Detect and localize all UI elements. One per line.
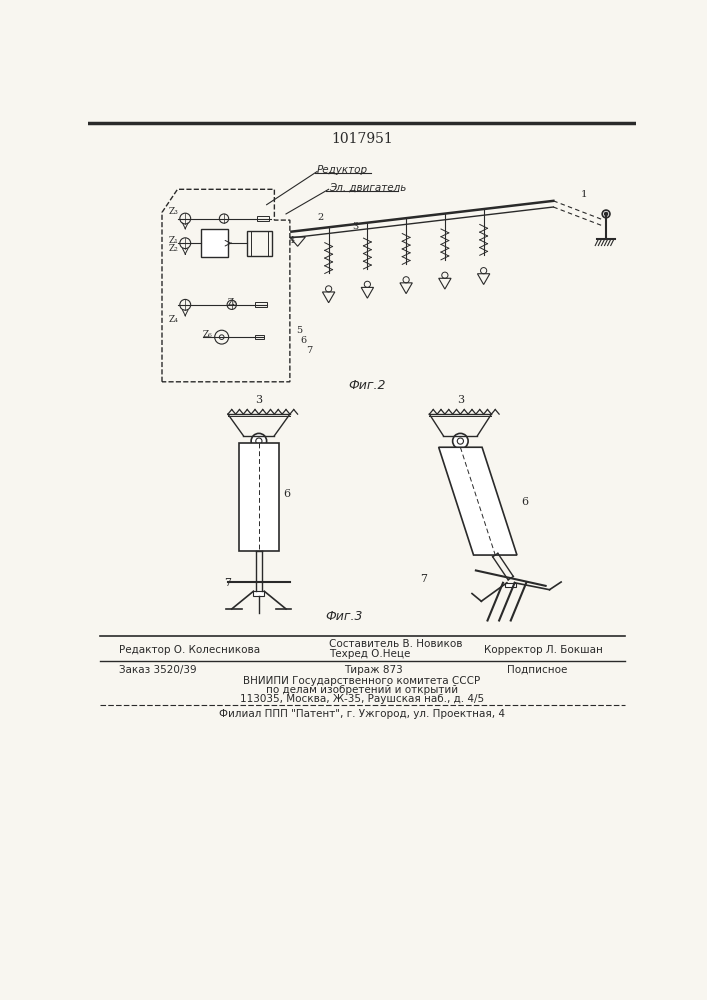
Text: 3: 3 [353, 222, 359, 231]
Text: Редуктор: Редуктор [317, 165, 368, 175]
Text: 3: 3 [255, 395, 262, 405]
Text: 4: 4 [288, 236, 295, 245]
Text: 113035, Москва, Ж-35, Раушская наб., д. 4/5: 113035, Москва, Ж-35, Раушская наб., д. … [240, 694, 484, 704]
Text: 6: 6 [300, 336, 307, 345]
Polygon shape [438, 447, 517, 555]
Bar [257, 216, 269, 221]
Text: Техред О.Неце: Техред О.Неце [329, 649, 410, 659]
Text: 2: 2 [317, 213, 324, 222]
Text: 7: 7 [306, 346, 312, 355]
Bar [247, 231, 272, 256]
Text: Филиал ППП "Патент", г. Ужгород, ул. Проектная, 4: Филиал ППП "Патент", г. Ужгород, ул. Про… [219, 709, 505, 719]
Text: Z₂: Z₂ [168, 244, 178, 253]
Text: 6: 6 [284, 489, 291, 499]
Text: Заказ 3520/39: Заказ 3520/39 [119, 665, 197, 675]
Bar [506, 583, 516, 587]
Bar [255, 335, 264, 339]
Text: Подписное: Подписное [507, 665, 567, 675]
Circle shape [256, 438, 262, 444]
Bar [255, 302, 267, 307]
Text: Z₆: Z₆ [203, 330, 213, 339]
Text: по делам изобретений и открытий: по делам изобретений и открытий [266, 685, 458, 695]
Text: Корректор Л. Бокшан: Корректор Л. Бокшан [484, 645, 602, 655]
Text: Фиг.2: Фиг.2 [349, 379, 386, 392]
Circle shape [251, 433, 267, 449]
Text: 7: 7 [224, 578, 231, 588]
Bar [239, 443, 279, 551]
Text: Составитель В. Новиков: Составитель В. Новиков [329, 639, 462, 649]
Text: Z₄: Z₄ [168, 315, 178, 324]
Text: 7: 7 [420, 574, 427, 584]
Circle shape [452, 433, 468, 449]
Text: 6: 6 [522, 497, 529, 507]
Text: 1: 1 [581, 190, 588, 199]
Text: Z₁: Z₁ [168, 236, 178, 245]
Circle shape [457, 438, 464, 444]
Text: Тираж 873: Тираж 873 [344, 665, 403, 675]
Text: 1017951: 1017951 [331, 132, 393, 146]
Text: Z₃: Z₃ [168, 207, 178, 216]
Circle shape [602, 210, 610, 218]
Text: Фиг.3: Фиг.3 [325, 610, 363, 623]
Circle shape [604, 212, 607, 215]
Text: Редактор О. Колесникова: Редактор О. Колесникова [119, 645, 260, 655]
Circle shape [219, 335, 224, 339]
Text: 5: 5 [296, 326, 302, 335]
Bar [201, 229, 228, 257]
Bar [253, 591, 264, 596]
Text: Z₅: Z₅ [228, 298, 238, 307]
Text: 3: 3 [457, 395, 464, 405]
Text: Эл. двигатель: Эл. двигатель [329, 183, 406, 193]
Text: ВНИИПИ Государственного комитета СССР: ВНИИПИ Государственного комитета СССР [243, 676, 481, 686]
